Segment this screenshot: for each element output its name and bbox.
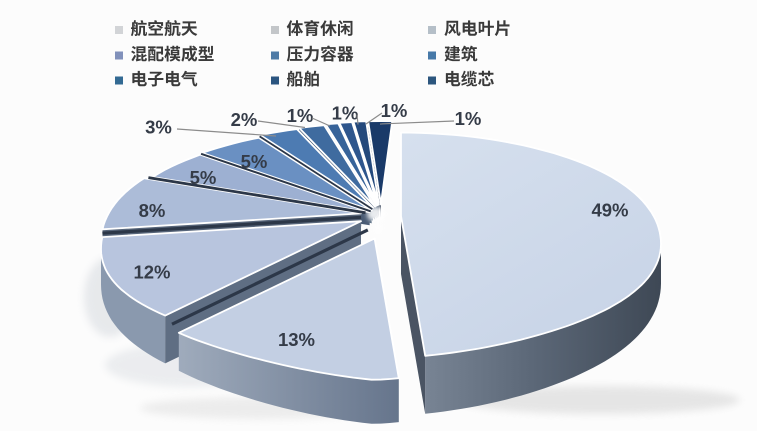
svg-text:13%: 13% [278, 329, 315, 350]
svg-text:1%: 1% [287, 105, 314, 126]
svg-text:1%: 1% [381, 100, 408, 121]
svg-text:8%: 8% [139, 200, 166, 221]
svg-text:2%: 2% [231, 109, 258, 130]
svg-text:5%: 5% [241, 151, 268, 172]
svg-text:3%: 3% [145, 117, 172, 138]
svg-text:1%: 1% [332, 103, 359, 124]
svg-text:12%: 12% [133, 262, 170, 283]
svg-text:1%: 1% [455, 108, 482, 129]
svg-text:49%: 49% [591, 200, 628, 221]
svg-text:5%: 5% [190, 167, 217, 188]
